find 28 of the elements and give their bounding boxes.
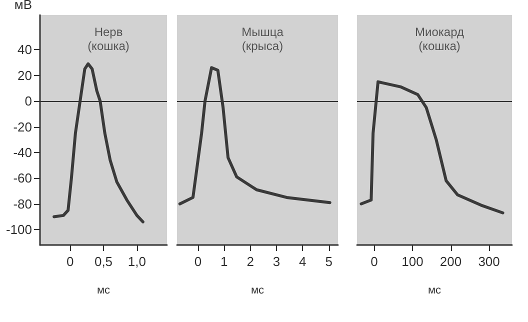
x-tick-label: 5 [325, 254, 332, 269]
text: Мышца (крыса) [242, 25, 284, 53]
x-tick-label: 3 [272, 254, 280, 269]
x-tick-label: 0 [66, 254, 74, 269]
y-tick-label: 40 [18, 42, 32, 58]
y-tick-label: -60 [13, 170, 32, 186]
x-tick-label: 2 [246, 254, 254, 269]
x-tick-label: 100 [402, 254, 424, 269]
x-tick-label: 0,5 [94, 254, 113, 269]
y-tick-label: 0 [24, 94, 32, 109]
x-tick-label: 200 [440, 254, 462, 269]
x-axis-title: мс [428, 284, 442, 296]
x-tick-label: 1,0 [128, 254, 146, 269]
x-tick-label: 1 [220, 254, 228, 269]
y-tick-label: -100 [6, 222, 32, 238]
x-axis-title: мс [96, 284, 111, 296]
x-tick-label: 0 [194, 254, 202, 269]
x-axis-title: мс [250, 284, 265, 296]
y-axis-title: мВ [14, 0, 32, 12]
y-tick-label: -40 [13, 144, 32, 160]
text: Миокард (кошка) [415, 25, 464, 53]
y-tick-label: -80 [13, 196, 32, 212]
text: Нерв (кошка) [88, 25, 130, 53]
x-tick-label: 4 [299, 254, 306, 269]
y-tick-label: 20 [18, 68, 32, 83]
x-tick-label: 300 [478, 254, 500, 269]
y-tick-label: -20 [13, 119, 32, 134]
x-tick-label: 0 [370, 254, 378, 269]
